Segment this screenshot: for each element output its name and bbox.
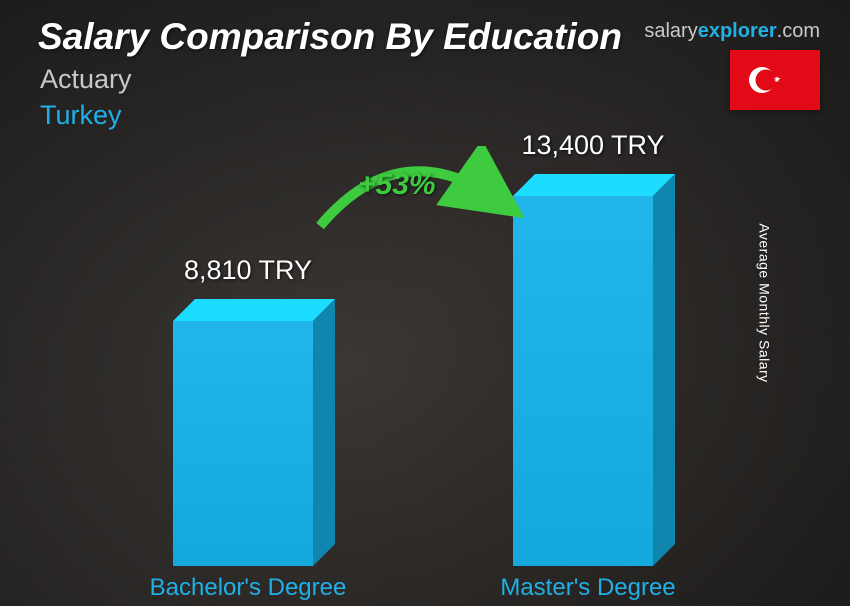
bar-side-face xyxy=(653,174,675,566)
flag-turkey xyxy=(730,50,820,110)
chart-container: Salary Comparison By Education Actuary T… xyxy=(0,0,850,606)
subtitle-country: Turkey xyxy=(40,100,122,131)
bar-category: Master's Degree xyxy=(458,574,718,602)
crescent-star-icon xyxy=(744,60,794,100)
bar-front-face xyxy=(173,321,313,566)
chart-title: Salary Comparison By Education xyxy=(38,16,622,58)
bar-side-face xyxy=(313,299,335,566)
brand-part1: salary xyxy=(644,20,697,42)
chart-area: 8,810 TRY Bachelor's Degree 13,400 TRY M… xyxy=(0,136,850,606)
subtitle-job: Actuary xyxy=(40,64,132,95)
bar-value: 13,400 TRY xyxy=(483,130,703,161)
brand-part3: .com xyxy=(777,20,820,42)
bar-front-face xyxy=(513,196,653,566)
increase-percent: +53% xyxy=(358,168,436,202)
bar-value: 8,810 TRY xyxy=(138,255,358,286)
bar-top-face xyxy=(513,174,675,196)
bar-top-face xyxy=(173,299,335,321)
brand-link[interactable]: salaryexplorer.com xyxy=(644,20,820,43)
bar-category: Bachelor's Degree xyxy=(118,574,378,602)
brand-part2: explorer xyxy=(698,20,777,42)
